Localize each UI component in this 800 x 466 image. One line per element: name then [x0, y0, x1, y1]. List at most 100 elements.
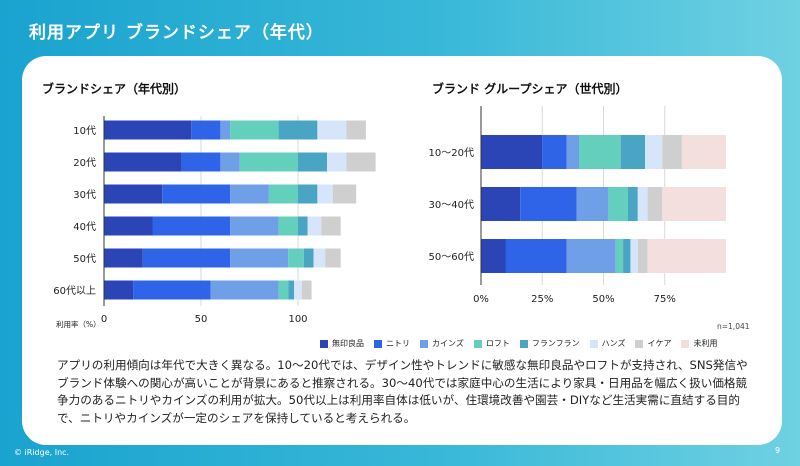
bar-segment [325, 248, 341, 268]
bar-segment [481, 187, 521, 221]
bar-segment [278, 120, 318, 140]
bar-segment [317, 184, 333, 204]
sample-size-note: n=1,041 [717, 322, 750, 331]
legend-item: 未利用 [681, 338, 717, 349]
legend-item: ニトリ [374, 338, 410, 349]
bar-segment [520, 187, 577, 221]
bar-segment [576, 187, 609, 221]
legend-item: イケア [635, 338, 671, 349]
bar-segment [623, 239, 631, 273]
chart-legend: 無印良品 ニトリ カインズ ロフト フランフラン ハンズ イケア 未利用 [320, 338, 717, 349]
legend-item: ハンズ [589, 338, 626, 349]
bar-segment [662, 187, 726, 221]
bar-segment [268, 184, 298, 204]
x-tick-label: 50% [592, 294, 614, 305]
bar-segment [104, 184, 163, 204]
legend-item: フランフラン [519, 338, 580, 349]
bar-segment [230, 120, 279, 140]
description-text: アプリの利用傾向は年代で大きく異なる。10〜20代では、デザイン性やトレンドに敏… [57, 358, 748, 425]
slide-header: 利用アプリ ブランドシェア（年代） [0, 0, 800, 56]
bar-segment [542, 135, 567, 169]
bar-segment [133, 280, 211, 300]
bar-segment [327, 152, 347, 172]
bar-segment [681, 135, 726, 169]
bar-segment [288, 280, 295, 300]
legend-swatch [635, 339, 644, 348]
x-tick-label: 50 [195, 314, 208, 325]
x-tick-label: 25% [531, 294, 553, 305]
legend-swatch [420, 339, 428, 348]
bar-segment [346, 152, 376, 172]
bar-segment [288, 248, 304, 268]
bar-segment [181, 152, 221, 172]
bar-segment [566, 135, 579, 169]
category-label: 10代 [73, 125, 96, 137]
bar-segment [566, 239, 616, 273]
slide-title: 利用アプリ ブランドシェア（年代） [29, 23, 324, 43]
bar-segment [220, 152, 240, 172]
bar-segment [230, 216, 279, 236]
bar-segment [104, 280, 134, 300]
bar-segment [608, 187, 628, 221]
bar-segment [210, 280, 279, 300]
legend-swatch [519, 339, 528, 348]
legend-item: 無印良品 [320, 338, 364, 349]
bar-segment [298, 216, 308, 236]
bar-segment [628, 187, 638, 221]
bar-segment [301, 280, 312, 300]
bar-segment [298, 152, 328, 172]
bar-segment [239, 152, 298, 172]
bar-segment [615, 239, 624, 273]
bar-segment [321, 216, 341, 236]
bar-segment [294, 280, 302, 300]
category-label: 50代 [73, 253, 96, 265]
legend-swatch [681, 339, 690, 348]
bar-segment [278, 280, 289, 300]
legend-swatch [320, 339, 328, 348]
bar-segment [637, 187, 648, 221]
bar-segment [298, 184, 318, 204]
x-tick-label: 100 [288, 314, 307, 325]
legend-swatch [374, 339, 382, 348]
bar-segment [162, 184, 231, 204]
bar-segment [104, 152, 182, 172]
legend-label: フランフラン [531, 339, 580, 348]
bar-segment [230, 184, 269, 204]
bar-segment [152, 216, 231, 236]
legend-label: カインズ [432, 339, 464, 348]
page-number: 9 [775, 446, 781, 455]
legend-label: ロフト [485, 339, 510, 348]
category-label: 10〜20代 [429, 147, 474, 159]
category-label: 30代 [73, 189, 96, 201]
bar-segment [104, 120, 192, 140]
left-chart-title: ブランドシェア（年代別） [42, 82, 187, 96]
legend-swatch [589, 339, 598, 348]
bar-segment [579, 135, 621, 169]
legend-label: ハンズ [601, 339, 626, 348]
bar-segment [620, 135, 646, 169]
right-chart-title: ブランド グループシェア（世代別） [432, 82, 628, 96]
bar-segment [332, 184, 357, 204]
bar-segment [303, 248, 314, 268]
x-tick-label: 0% [473, 294, 489, 305]
bar-segment [104, 248, 143, 268]
legend-label: 無印良品 [332, 339, 364, 348]
legend-label: 未利用 [693, 339, 718, 348]
x-axis-label: 利用率（%） [56, 319, 101, 329]
bar-segment [481, 135, 543, 169]
legend-label: イケア [647, 339, 672, 348]
bar-segment [662, 135, 682, 169]
bar-segment [630, 239, 638, 273]
copyright: © iRidge, Inc. [14, 448, 70, 457]
bar-segment [313, 248, 326, 268]
bar-segment [481, 239, 506, 273]
bar-segment [307, 216, 322, 236]
x-tick-label: 0 [101, 314, 107, 325]
legend-item: カインズ [420, 338, 464, 349]
category-label: 50〜60代 [429, 251, 474, 263]
category-label: 30〜40代 [429, 199, 474, 211]
bar-segment [142, 248, 231, 268]
bar-segment [505, 239, 567, 273]
